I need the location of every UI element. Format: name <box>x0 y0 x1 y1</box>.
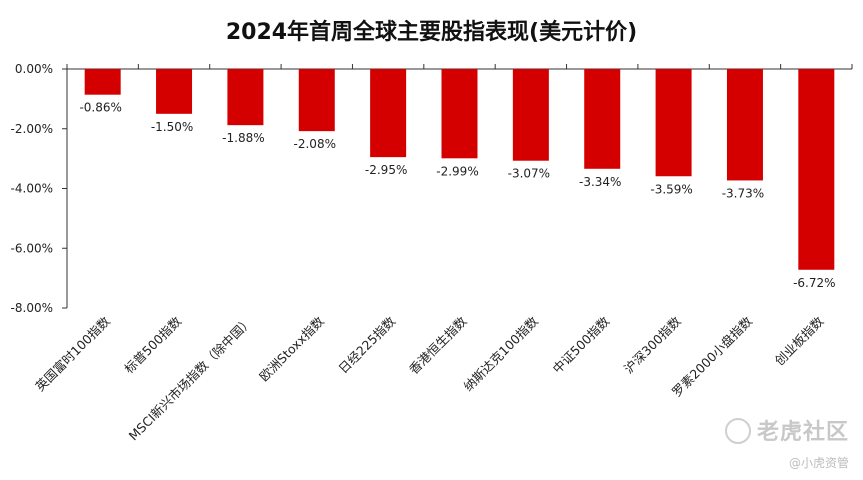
y-tick-label: -4.00% <box>11 182 53 196</box>
bar <box>798 69 835 270</box>
watermark-brand: 老虎社区 <box>756 420 849 445</box>
y-tick-label: -2.00% <box>11 122 53 136</box>
bar <box>227 69 264 126</box>
y-tick-label: 0.00% <box>15 62 53 76</box>
watermark: 老虎社区 @小虎资管 <box>724 414 849 471</box>
x-tick-label: 沪深300指数 <box>621 313 684 376</box>
x-tick-label: 日经225指数 <box>335 313 398 376</box>
bar <box>655 69 692 177</box>
bar <box>298 69 335 132</box>
data-label: -0.86% <box>79 101 121 115</box>
x-tick-label: 中证500指数 <box>550 313 613 376</box>
data-label: -1.88% <box>222 131 264 145</box>
x-tick-label: 香港恒生指数 <box>406 313 470 377</box>
tiger-logo-icon <box>724 418 751 444</box>
x-tick-label: 欧洲Stoxx指数 <box>256 313 327 384</box>
data-label: -3.07% <box>508 167 550 181</box>
x-tick-label: 纳斯达克100指数 <box>460 313 541 394</box>
chart-title: 2024年首周全球主要股指表现(美元计价) <box>225 20 638 45</box>
x-tick-label: 英国富时100指数 <box>32 313 113 394</box>
data-label: -3.73% <box>722 186 764 200</box>
watermark-handle: @小虎资管 <box>788 456 849 470</box>
x-tick-label: 罗素2000小盘指数 <box>669 313 755 399</box>
data-label: -1.50% <box>151 120 193 134</box>
bar <box>584 69 621 169</box>
bar <box>726 69 763 181</box>
y-tick-label: -6.00% <box>11 241 53 255</box>
bar <box>441 69 478 159</box>
bar <box>512 69 549 161</box>
data-label: -2.95% <box>365 163 407 177</box>
x-tick-label: MSCI新兴市场指数（除中国） <box>126 314 256 444</box>
data-label: -2.99% <box>436 164 478 178</box>
x-tick-label: 标普500指数 <box>121 313 184 376</box>
bar <box>370 69 407 158</box>
data-label: -3.34% <box>579 175 621 189</box>
x-tick-label: 创业板指数 <box>772 313 827 368</box>
bar <box>84 69 121 95</box>
data-label: -2.08% <box>294 137 336 151</box>
data-label: -3.59% <box>650 182 692 196</box>
data-label: -6.72% <box>793 276 835 290</box>
bar <box>156 69 193 114</box>
y-tick-label: -8.00% <box>11 301 53 315</box>
